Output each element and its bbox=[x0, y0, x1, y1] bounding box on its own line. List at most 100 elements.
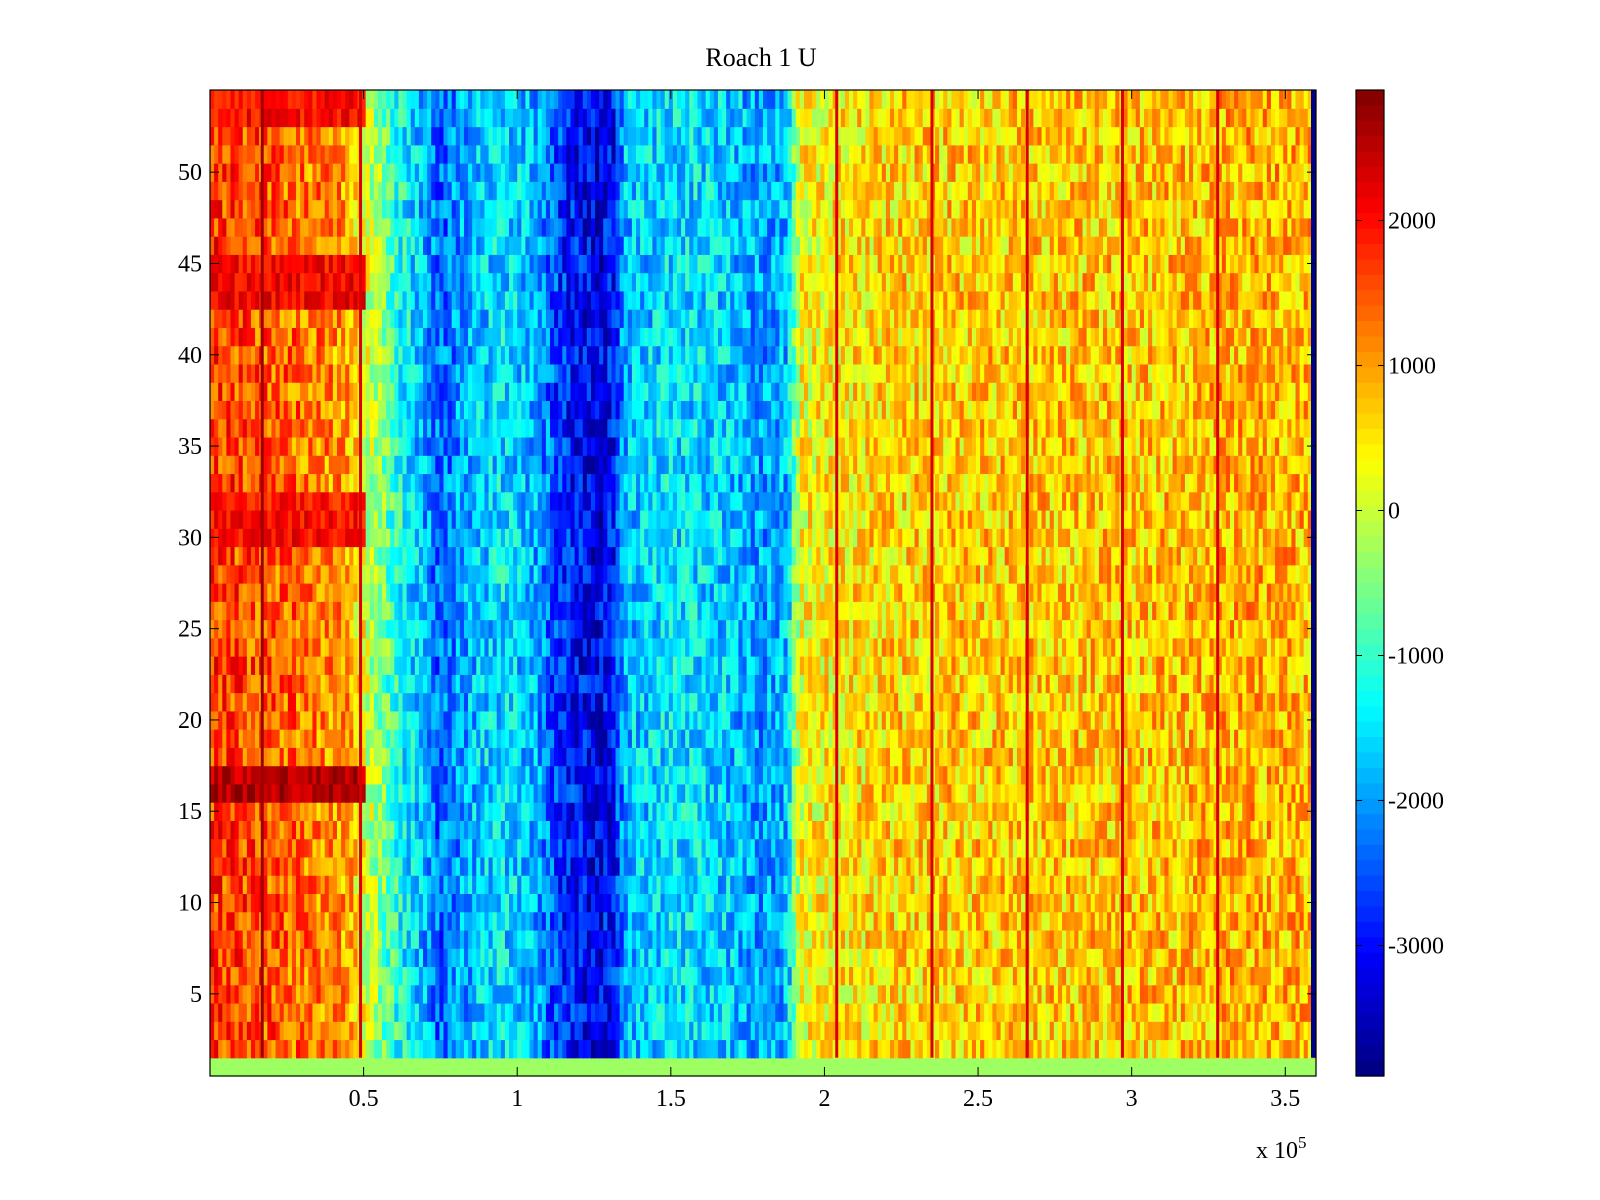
heatmap-cell bbox=[574, 1057, 580, 1077]
heatmap-cell bbox=[521, 929, 527, 949]
heatmap-cell bbox=[1021, 929, 1026, 949]
heatmap-cell bbox=[361, 856, 367, 876]
heatmap-cell bbox=[889, 1021, 895, 1041]
heatmap-cell bbox=[1242, 1039, 1247, 1059]
heatmap-cell bbox=[496, 765, 502, 785]
heatmap-cell bbox=[304, 984, 309, 1004]
heatmap-cell bbox=[1225, 783, 1231, 803]
heatmap-cell bbox=[517, 747, 522, 767]
heatmap-cell bbox=[963, 856, 969, 876]
heatmap-cell bbox=[484, 802, 490, 821]
heatmap-cell bbox=[283, 929, 289, 949]
heatmap-cell bbox=[463, 966, 469, 986]
heatmap-cell bbox=[844, 1039, 850, 1059]
heatmap-cell bbox=[570, 820, 576, 840]
heatmap-cell bbox=[1107, 893, 1112, 913]
heatmap-cell bbox=[443, 1039, 449, 1059]
heatmap-cell bbox=[1074, 765, 1080, 785]
heatmap-cell bbox=[1205, 856, 1211, 876]
heatmap-cell bbox=[1295, 783, 1301, 803]
heatmap-cell bbox=[685, 1039, 690, 1059]
heatmap-cell bbox=[664, 875, 670, 895]
heatmap-cell bbox=[922, 765, 928, 785]
heatmap-cell bbox=[652, 984, 658, 1004]
heatmap-cell bbox=[996, 765, 1002, 785]
heatmap-cell bbox=[926, 893, 932, 913]
heatmap-cell bbox=[1184, 765, 1190, 785]
heatmap-cell bbox=[328, 802, 334, 821]
heatmap-cell bbox=[525, 1057, 531, 1077]
heatmap-cell bbox=[1143, 765, 1149, 785]
heatmap-cell bbox=[418, 893, 424, 913]
heatmap-cell bbox=[291, 966, 297, 986]
heatmap-cell bbox=[386, 820, 391, 840]
heatmap-cell bbox=[664, 856, 670, 876]
heatmap-cell bbox=[275, 1021, 281, 1041]
heatmap-cell bbox=[980, 856, 985, 876]
heatmap-cell bbox=[1135, 984, 1141, 1004]
heatmap-cell bbox=[894, 783, 899, 803]
heatmap-cell bbox=[775, 765, 780, 785]
heatmap-cell bbox=[898, 856, 903, 876]
heatmap-cell bbox=[1152, 783, 1157, 803]
heatmap-cell bbox=[255, 1002, 260, 1022]
heatmap-cell bbox=[533, 911, 539, 931]
heatmap-cell bbox=[1008, 1057, 1014, 1077]
heatmap-cell bbox=[1250, 911, 1256, 931]
heatmap-cell bbox=[906, 1002, 912, 1022]
heatmap-cell bbox=[1078, 783, 1084, 803]
heatmap-cell bbox=[246, 838, 252, 858]
heatmap-cell bbox=[713, 948, 719, 968]
heatmap-cell bbox=[214, 929, 219, 949]
heatmap-cell bbox=[562, 984, 567, 1004]
heatmap-cell bbox=[1053, 802, 1059, 821]
heatmap-cell bbox=[517, 783, 522, 803]
heatmap-cell bbox=[1172, 765, 1178, 785]
heatmap-cell bbox=[1164, 911, 1170, 931]
heatmap-cell bbox=[865, 802, 871, 821]
heatmap-cell bbox=[627, 1002, 633, 1022]
heatmap-cell bbox=[476, 929, 481, 949]
heatmap-cell bbox=[1225, 948, 1231, 968]
heatmap-cell bbox=[562, 1002, 567, 1022]
heatmap-cell bbox=[877, 838, 883, 858]
heatmap-cell bbox=[779, 1057, 785, 1077]
heatmap-cell bbox=[701, 765, 707, 785]
heatmap-cell bbox=[566, 966, 572, 986]
heatmap-cell bbox=[996, 856, 1002, 876]
heatmap-cell bbox=[1189, 984, 1194, 1004]
heatmap-cell bbox=[988, 747, 993, 767]
heatmap-cell bbox=[423, 783, 428, 803]
heatmap-cell bbox=[742, 984, 748, 1004]
heatmap-cell bbox=[767, 929, 772, 949]
heatmap-cell bbox=[1139, 783, 1145, 803]
heatmap-cell bbox=[726, 1021, 731, 1041]
heatmap-cell bbox=[1111, 838, 1116, 858]
heatmap-cell bbox=[959, 838, 965, 858]
heatmap-cell bbox=[947, 966, 953, 986]
heatmap-cell bbox=[361, 1021, 367, 1041]
heatmap-cell bbox=[468, 1057, 473, 1077]
heatmap-cell bbox=[1016, 1002, 1022, 1022]
heatmap-cell bbox=[689, 856, 694, 876]
heatmap-cell bbox=[230, 729, 236, 748]
heatmap-cell bbox=[316, 929, 322, 949]
heatmap-cell bbox=[283, 747, 289, 767]
heatmap-cell bbox=[500, 747, 506, 767]
heatmap-cell bbox=[234, 783, 240, 803]
heatmap-cell bbox=[984, 1002, 989, 1022]
heatmap-cell bbox=[939, 802, 944, 821]
heatmap-cell bbox=[713, 802, 719, 821]
heatmap-cell bbox=[398, 984, 404, 1004]
heatmap-cell bbox=[943, 1039, 948, 1059]
heatmap-cell bbox=[631, 820, 637, 840]
heatmap-cell bbox=[1262, 966, 1268, 986]
heatmap-cell bbox=[468, 747, 473, 767]
heatmap-cell bbox=[369, 820, 375, 840]
heatmap-cell bbox=[636, 1039, 641, 1059]
heatmap-cell bbox=[545, 820, 551, 840]
heatmap-cell bbox=[1008, 893, 1014, 913]
heatmap-cell bbox=[717, 911, 723, 931]
heatmap-cell bbox=[226, 820, 232, 840]
heatmap-cell bbox=[865, 1057, 871, 1077]
